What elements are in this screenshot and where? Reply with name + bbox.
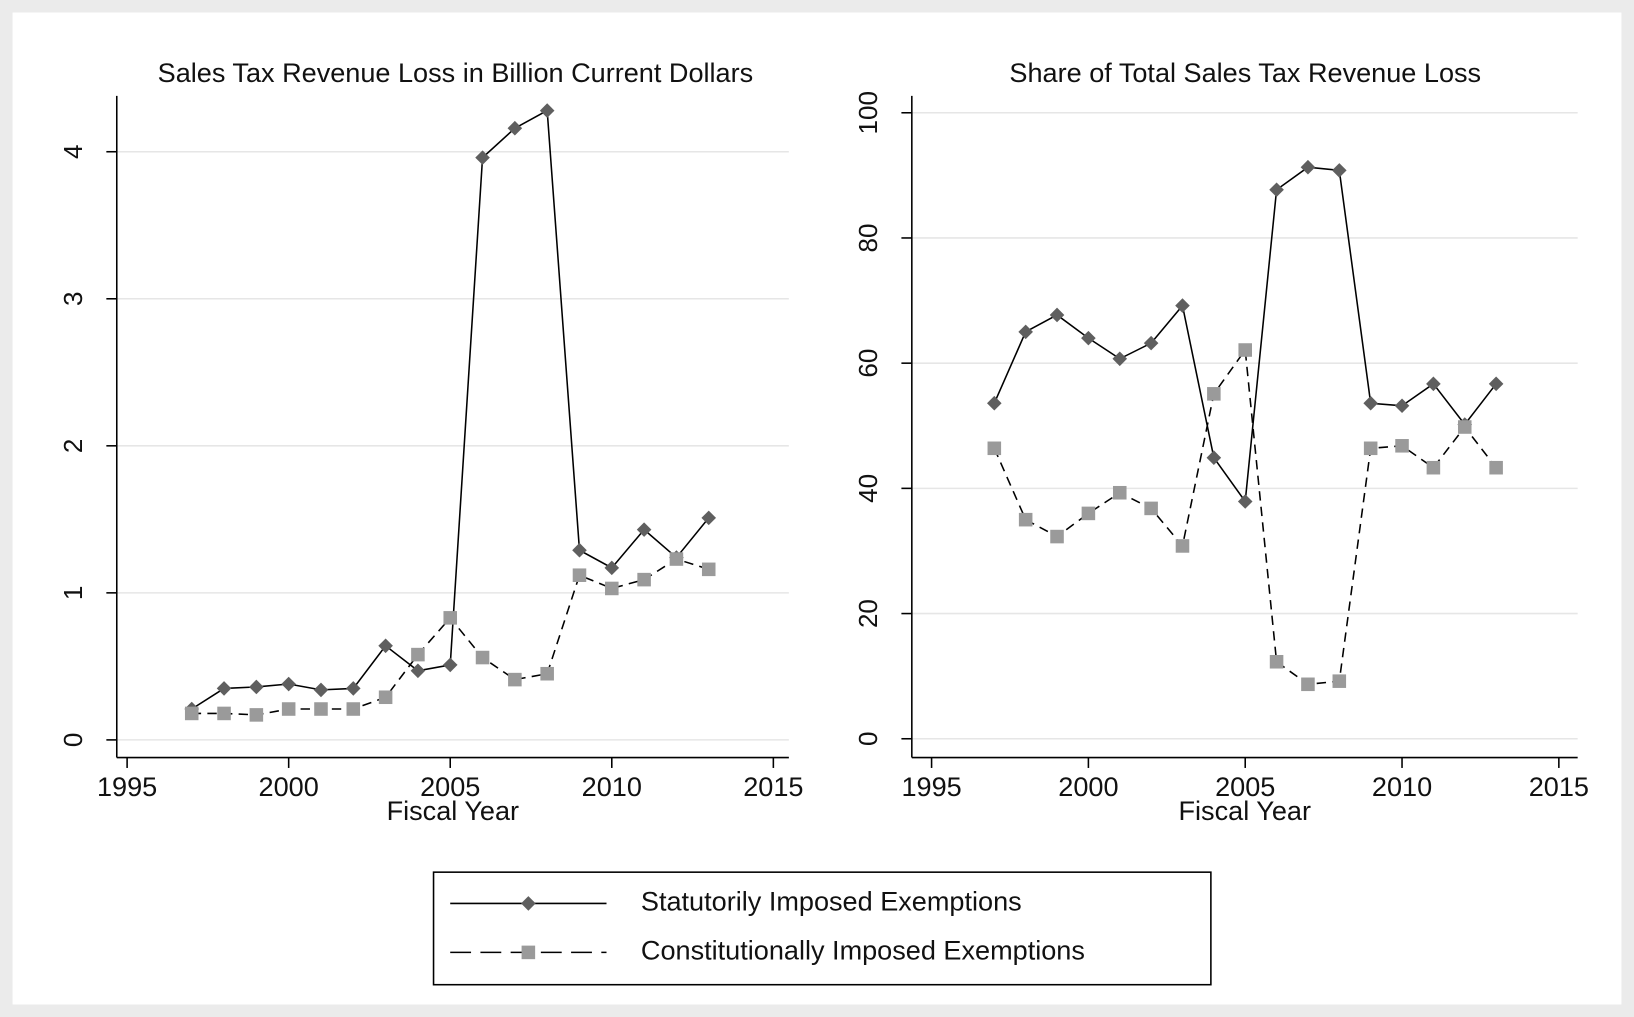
plot-region [911, 95, 1578, 758]
diamond-marker [604, 560, 620, 576]
y-tick-label: 1 [58, 586, 88, 600]
diamond-marker [216, 681, 232, 696]
square-marker [1081, 506, 1096, 521]
diamond-marker [539, 103, 555, 118]
y-tick-label: 3 [58, 292, 88, 306]
x-tick-label: 2000 [1058, 771, 1118, 802]
x-tick-label: 2010 [582, 771, 642, 802]
square-marker [1207, 387, 1221, 401]
diamond-marker [281, 676, 296, 692]
x-tick-label: 2015 [743, 771, 803, 802]
y-tick-label: 80 [853, 223, 883, 252]
x-axis-label: Fiscal Year [1179, 795, 1311, 826]
square-marker [1332, 674, 1347, 688]
x-tick-label: 2005 [1215, 771, 1275, 802]
square-marker [987, 441, 1002, 456]
diamond-marker [701, 510, 717, 526]
square-marker [521, 945, 536, 960]
y-tick-label: 2 [58, 439, 88, 454]
square-marker [1363, 441, 1378, 456]
diamond-marker [507, 120, 523, 136]
diamond-marker [1488, 376, 1504, 392]
x-tick-label: 2015 [1529, 771, 1589, 802]
square-marker [217, 706, 231, 721]
square-marker [443, 611, 458, 625]
x-tick-label: 2005 [420, 771, 480, 802]
y-tick-label: 0 [853, 732, 883, 747]
x-tick-label: 2000 [259, 771, 319, 802]
diamond-marker [1049, 307, 1065, 323]
square-marker [669, 552, 684, 566]
diamond-marker [410, 663, 426, 679]
diamond-marker [442, 657, 458, 673]
square-marker [605, 581, 619, 596]
diamond-marker [521, 896, 536, 911]
square-marker [314, 702, 328, 716]
square-marker [1395, 439, 1409, 453]
square-marker [1112, 485, 1127, 500]
x-tick-label: 2010 [1372, 771, 1432, 802]
square-marker [1175, 539, 1190, 553]
diamond-marker [249, 679, 264, 695]
y-tick-label: 40 [853, 474, 883, 503]
square-marker [281, 702, 296, 716]
square-marker [475, 650, 490, 665]
plot-region [116, 95, 789, 758]
square-marker [572, 568, 587, 582]
y-tick-label: 100 [853, 91, 883, 134]
square-marker [1301, 677, 1315, 692]
x-tick-label: 1995 [901, 771, 961, 802]
chart-title: Share of Total Sales Tax Revenue Loss [1009, 57, 1481, 88]
square-marker [701, 562, 716, 577]
legend-label: Statutorily Imposed Exemptions [641, 886, 1022, 917]
square-marker [184, 706, 199, 721]
y-tick-label: 60 [853, 349, 883, 378]
diamond-marker [475, 150, 490, 165]
square-marker [637, 572, 651, 587]
diamond-marker [1300, 159, 1316, 175]
diamond-marker [1112, 351, 1128, 367]
chart-title: Sales Tax Revenue Loss in Billion Curren… [158, 57, 754, 88]
y-tick-label: 20 [853, 599, 883, 628]
x-axis-label: Fiscal Year [387, 795, 519, 826]
diamond-marker [987, 395, 1002, 411]
square-marker [378, 690, 393, 705]
diamond-marker [1269, 182, 1284, 198]
diamond-marker [346, 681, 361, 696]
square-marker [540, 666, 554, 681]
y-tick-label: 0 [58, 733, 88, 748]
square-marker [1018, 512, 1033, 527]
diamond-marker [1426, 376, 1441, 392]
square-marker [1144, 501, 1158, 516]
square-marker [1269, 654, 1284, 669]
square-marker [1426, 460, 1441, 475]
square-marker [411, 647, 425, 662]
diamond-marker [1018, 324, 1033, 340]
square-marker [1050, 529, 1064, 544]
legend-label: Constitutionally Imposed Exemptions [641, 935, 1085, 966]
square-marker [1238, 343, 1252, 357]
y-tick-label: 4 [58, 144, 88, 159]
diamond-marker [1081, 330, 1096, 346]
square-marker [1489, 460, 1503, 475]
diamond-marker [572, 542, 587, 558]
square-marker [346, 702, 361, 716]
square-marker [249, 708, 264, 722]
square-marker [508, 672, 522, 687]
square-marker [1457, 420, 1472, 434]
diamond-marker [378, 638, 393, 654]
x-tick-label: 1995 [97, 771, 157, 802]
diamond-marker [313, 682, 329, 698]
diamond-marker [636, 522, 652, 537]
series-line [993, 347, 1497, 686]
legend [432, 871, 1212, 986]
diamond-marker [1237, 494, 1253, 509]
